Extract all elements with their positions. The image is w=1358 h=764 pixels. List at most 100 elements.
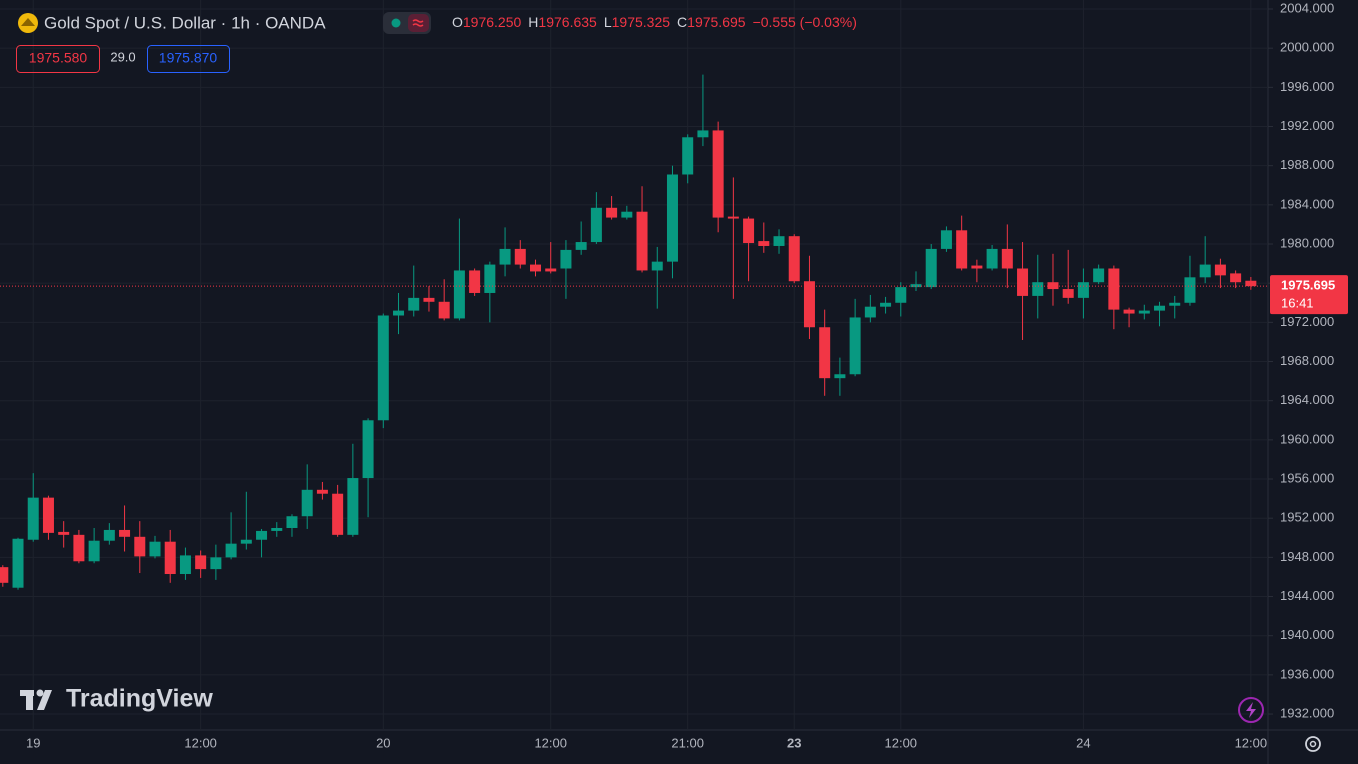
- candle-body: [27, 497, 39, 540]
- y-tick-label: 1960.000: [1280, 431, 1334, 446]
- spread: 29.0: [110, 49, 135, 64]
- x-tick-label: 19: [26, 735, 40, 750]
- settings-icon: [1309, 740, 1317, 748]
- y-tick-label: 1932.000: [1280, 705, 1334, 720]
- watermark-logo: [20, 689, 52, 710]
- candle-body: [971, 265, 983, 269]
- candle-body: [12, 538, 24, 588]
- y-tick-label: 1948.000: [1280, 549, 1334, 564]
- candle-body: [590, 207, 602, 243]
- market-status-dot: [391, 18, 401, 28]
- y-tick-label: 1964.000: [1280, 392, 1334, 407]
- ohlc-letter: O: [452, 14, 463, 30]
- data-status-icon: [412, 19, 424, 27]
- x-tick-label: 24: [1076, 735, 1090, 750]
- candle-body: [743, 218, 755, 244]
- candle-body: [256, 530, 268, 540]
- ohlc-legend: O1976.250 H1976.635 L1975.325 C1975.695 −0.5…: [452, 14, 857, 30]
- candle-body: [1138, 310, 1150, 314]
- candle-body: [1245, 280, 1257, 287]
- x-tick-label: 12:00: [184, 735, 217, 750]
- candle-body: [1199, 264, 1211, 278]
- countdown: 16:41: [1281, 296, 1314, 311]
- candle-body: [149, 541, 161, 557]
- candle-body: [834, 374, 846, 379]
- candle-body: [469, 270, 481, 293]
- ohlc-value: 1976.250: [463, 14, 522, 30]
- x-tick-label: 20: [376, 735, 390, 750]
- candle-body: [895, 287, 907, 303]
- x-tick-label: 21:00: [671, 735, 704, 750]
- candle-body: [956, 230, 968, 269]
- candle-body: [438, 301, 450, 319]
- ohlc-value: 1976.635: [538, 14, 597, 30]
- candle-body: [636, 211, 648, 271]
- candle-body: [42, 497, 54, 533]
- candle-body: [393, 310, 405, 316]
- candle-body: [1154, 305, 1166, 311]
- y-tick-label: 1952.000: [1280, 510, 1334, 525]
- x-tick-label: 12:00: [885, 735, 918, 750]
- symbol-icon-mark: [21, 18, 35, 26]
- candle-body: [1214, 264, 1226, 276]
- candle-body: [408, 297, 420, 311]
- candle-body: [134, 536, 146, 557]
- x-tick-label: 12:00: [1235, 735, 1268, 750]
- ohlc-value: 1975.695: [687, 14, 746, 30]
- y-tick-label: 1996.000: [1280, 79, 1334, 94]
- y-tick-label: 1944.000: [1280, 588, 1334, 603]
- candle-body: [1108, 268, 1120, 310]
- candle-body: [560, 249, 572, 269]
- candle-body: [453, 270, 465, 319]
- ask-price: 1975.870: [159, 50, 218, 66]
- candle-body: [119, 529, 131, 537]
- ohlc-letter: L: [604, 14, 612, 30]
- candle-body: [727, 216, 739, 219]
- y-tick-label: 1988.000: [1280, 157, 1334, 172]
- candle-body: [423, 297, 435, 302]
- candles: [0, 74, 1268, 590]
- lightning-icon: [1246, 702, 1256, 718]
- y-tick-label: 1984.000: [1280, 196, 1334, 211]
- y-tick-label: 2004.000: [1280, 0, 1334, 15]
- y-tick-label: 1980.000: [1280, 235, 1334, 250]
- last-price-box: [1270, 275, 1348, 315]
- candle-body: [803, 281, 815, 328]
- candle-body: [849, 317, 861, 375]
- candle-body: [0, 567, 9, 583]
- candle-body: [484, 264, 496, 293]
- candle-body: [910, 284, 922, 288]
- candle-body: [1047, 282, 1059, 290]
- settings-button[interactable]: [1305, 736, 1321, 752]
- candle-body: [1062, 289, 1074, 298]
- candle-body: [1032, 282, 1044, 296]
- watermark: TradingView: [66, 685, 213, 713]
- candle-body: [286, 516, 298, 528]
- ask-box[interactable]: [147, 45, 230, 73]
- candle-body: [271, 527, 283, 531]
- candle-body: [1123, 309, 1135, 314]
- candle-body: [1001, 248, 1013, 269]
- data-status: [408, 14, 429, 32]
- candle-body: [499, 248, 511, 265]
- y-tick-label: 1956.000: [1280, 470, 1334, 485]
- y-tick-label: 1972.000: [1280, 314, 1334, 329]
- bid-price: 1975.580: [29, 50, 88, 66]
- change: −0.555 (−0.03%): [753, 14, 857, 30]
- candle-body: [1093, 268, 1105, 283]
- candle-body: [864, 306, 876, 318]
- bid-box[interactable]: [16, 45, 100, 73]
- candle-body: [164, 541, 176, 575]
- candle-body: [347, 478, 359, 535]
- candle-body: [545, 268, 557, 272]
- candle-body: [530, 264, 541, 272]
- lightning-button[interactable]: [1238, 697, 1264, 723]
- candle-body: [210, 557, 222, 570]
- candle-body: [925, 248, 937, 288]
- candle-body: [332, 493, 344, 535]
- ohlc-value: 1975.325: [612, 14, 671, 30]
- candle-body: [362, 420, 374, 479]
